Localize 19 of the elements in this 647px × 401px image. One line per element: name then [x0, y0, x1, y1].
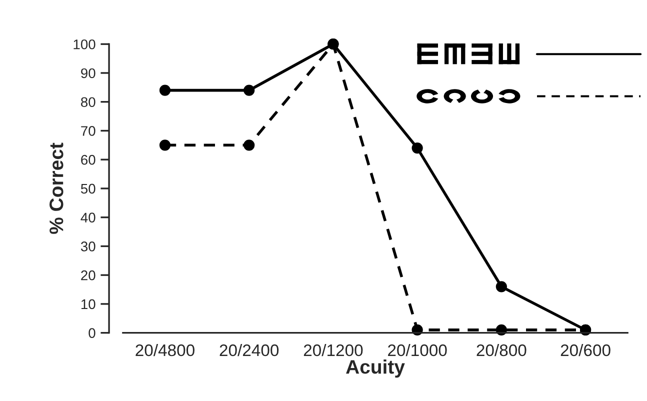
- x-axis-title: Acuity: [346, 359, 405, 378]
- y-axis-title: % Correct: [50, 142, 64, 234]
- y-tick-label: 100: [74, 39, 96, 50]
- y-tick-label: 90: [81, 68, 96, 78]
- y-tick-label: 40: [80, 212, 96, 223]
- x-tick-label: 20/2400: [220, 344, 279, 356]
- y-tick-label: 20: [81, 270, 96, 280]
- y-tick-label: 30: [80, 242, 96, 252]
- y-tick-label: 10: [81, 299, 96, 310]
- x-tick-label: 20/600: [560, 344, 610, 356]
- x-tick-label: 20/1200: [304, 344, 363, 356]
- y-tick-label: 0: [88, 328, 96, 338]
- y-tick-label: 80: [81, 97, 96, 108]
- x-tick-label: 20/4800: [136, 344, 194, 356]
- x-tick-label: 20/1000: [388, 344, 447, 356]
- y-tick-label: 50: [80, 184, 96, 194]
- y-tick-label: 60: [81, 154, 96, 165]
- y-tick-label: 70: [81, 126, 96, 136]
- x-tick-label: 20/800: [476, 344, 526, 356]
